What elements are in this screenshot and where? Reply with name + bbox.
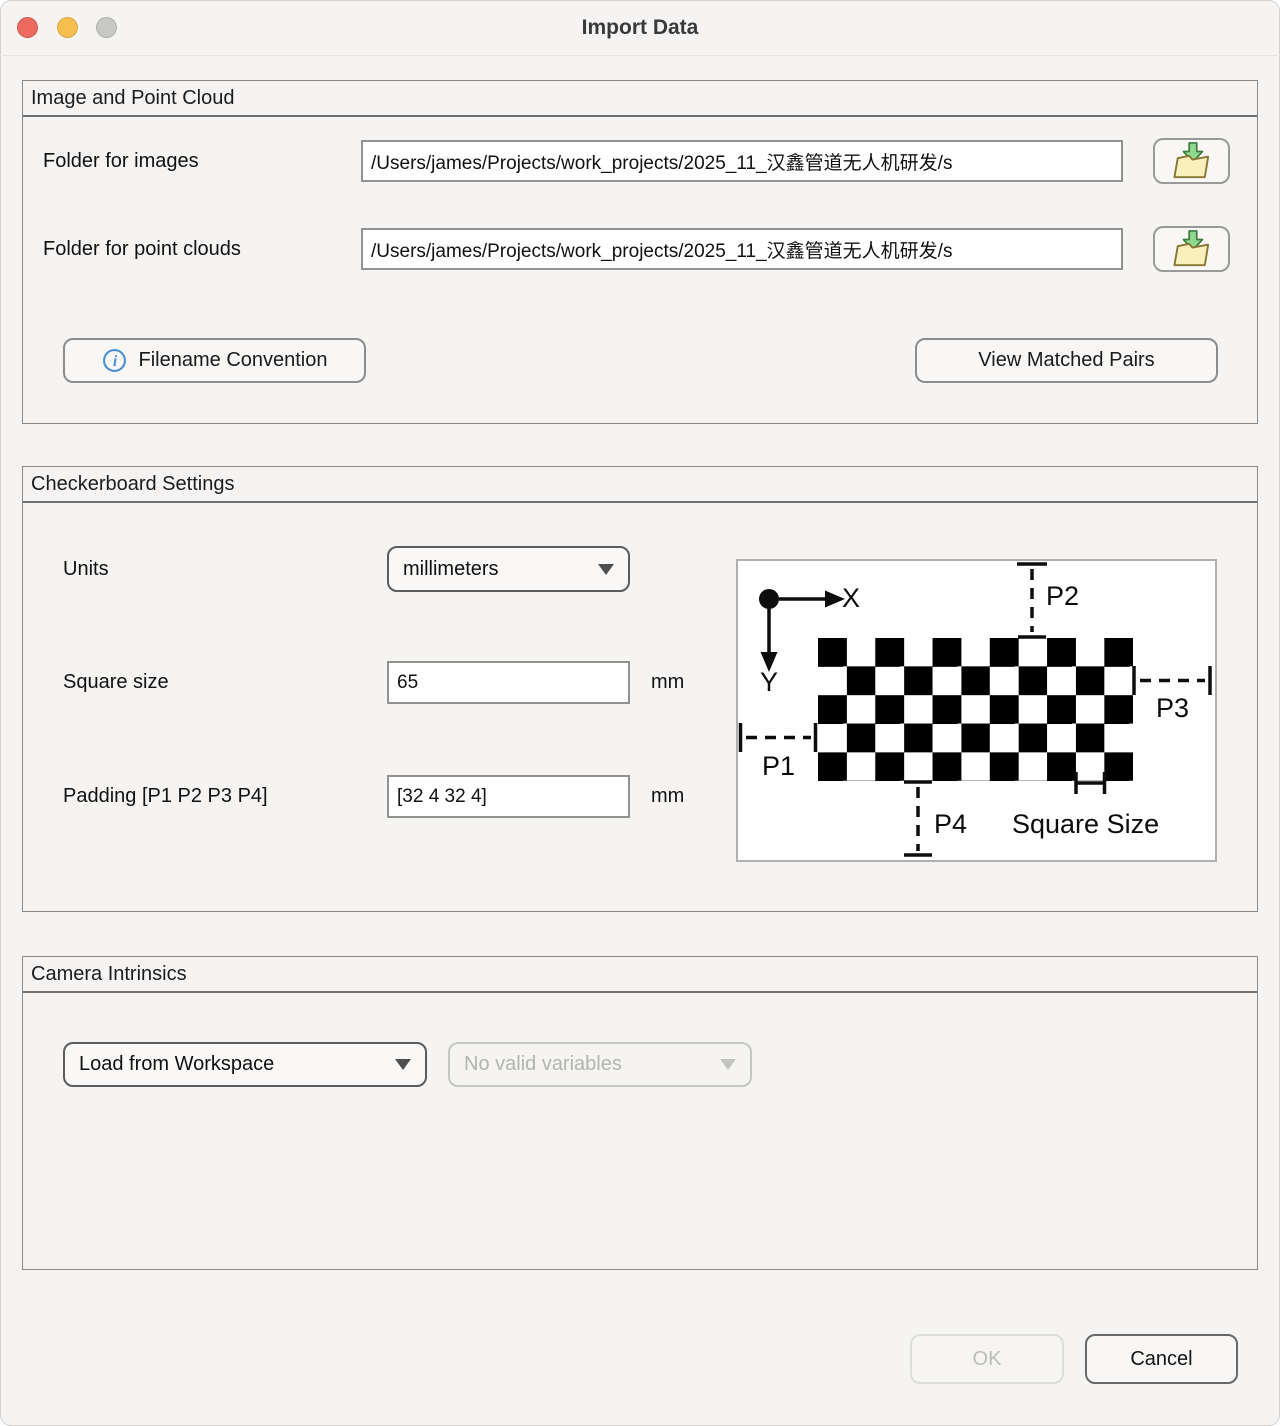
intrinsics-variables-dropdown: No valid variables	[448, 1042, 752, 1087]
view-matched-pairs-button[interactable]: View Matched Pairs	[915, 338, 1218, 383]
intrinsics-variables-value: No valid variables	[464, 1053, 622, 1075]
intrinsics-source-value: Load from Workspace	[79, 1053, 275, 1075]
cancel-button[interactable]: Cancel	[1085, 1334, 1238, 1384]
filename-convention-label: Filename Convention	[138, 349, 328, 371]
checkerboard-graphic	[818, 638, 1133, 781]
padding-label: Padding [P1 P2 P3 P4]	[63, 785, 268, 807]
browse-images-button[interactable]	[1153, 138, 1230, 184]
x-axis-arrow-icon	[825, 590, 845, 608]
intrinsics-source-dropdown[interactable]: Load from Workspace	[63, 1042, 427, 1087]
ok-label: OK	[972, 1347, 1002, 1370]
group-image-point-cloud: Image and Point Cloud Folder for images …	[22, 80, 1258, 424]
padding-field[interactable]	[387, 775, 630, 818]
units-dropdown[interactable]: millimeters	[387, 546, 630, 592]
group-camera-intrinsics-title: Camera Intrinsics	[23, 957, 1257, 993]
origin-marker	[759, 589, 779, 609]
p1-label: P1	[762, 751, 796, 781]
info-icon: i	[102, 349, 126, 372]
group-camera-intrinsics: Camera Intrinsics Load from Workspace No…	[22, 956, 1258, 1270]
folder-images-field[interactable]	[361, 140, 1123, 182]
y-axis-label: Y	[760, 667, 779, 697]
folder-import-icon	[1172, 230, 1209, 267]
zoom-button	[96, 17, 117, 38]
folder-pointclouds-field[interactable]	[361, 228, 1123, 270]
folder-pointclouds-label: Folder for point clouds	[43, 238, 241, 260]
square-size-field[interactable]	[387, 661, 630, 704]
group-checkerboard-title: Checkerboard Settings	[23, 467, 1257, 503]
cancel-label: Cancel	[1130, 1347, 1193, 1370]
minimize-button[interactable]	[57, 17, 78, 38]
p4-label: P4	[934, 809, 968, 839]
dropdown-arrow-icon	[395, 1059, 411, 1070]
x-axis-label: X	[842, 583, 861, 613]
titlebar: Import Data	[0, 0, 1280, 56]
svg-text:i: i	[112, 353, 117, 370]
units-value: millimeters	[403, 557, 499, 580]
square-size-caption: Square Size	[1012, 809, 1160, 839]
window-title: Import Data	[581, 16, 699, 39]
y-axis-arrow-icon	[760, 652, 778, 672]
square-size-label: Square size	[63, 671, 169, 693]
p2-label: P2	[1046, 581, 1080, 611]
padding-unit: mm	[651, 785, 685, 807]
p3-label: P3	[1156, 693, 1190, 723]
dropdown-arrow-icon	[720, 1059, 736, 1070]
view-matched-pairs-label: View Matched Pairs	[978, 349, 1155, 371]
browse-pointclouds-button[interactable]	[1153, 226, 1230, 272]
folder-import-icon	[1172, 142, 1209, 179]
dropdown-arrow-icon	[598, 563, 614, 575]
ok-button: OK	[910, 1334, 1064, 1384]
units-label: Units	[63, 558, 109, 580]
square-size-unit: mm	[651, 671, 685, 693]
checkerboard-diagram: X Y P2 P1 P3 P4 Square Size	[736, 559, 1217, 862]
group-image-point-cloud-title: Image and Point Cloud	[23, 81, 1257, 117]
close-button[interactable]	[17, 17, 38, 38]
diagram-annotations	[738, 562, 1212, 857]
filename-convention-button[interactable]: i Filename Convention	[63, 338, 366, 383]
group-checkerboard-settings: Checkerboard Settings Units millimeters …	[22, 466, 1258, 912]
folder-images-label: Folder for images	[43, 150, 199, 172]
